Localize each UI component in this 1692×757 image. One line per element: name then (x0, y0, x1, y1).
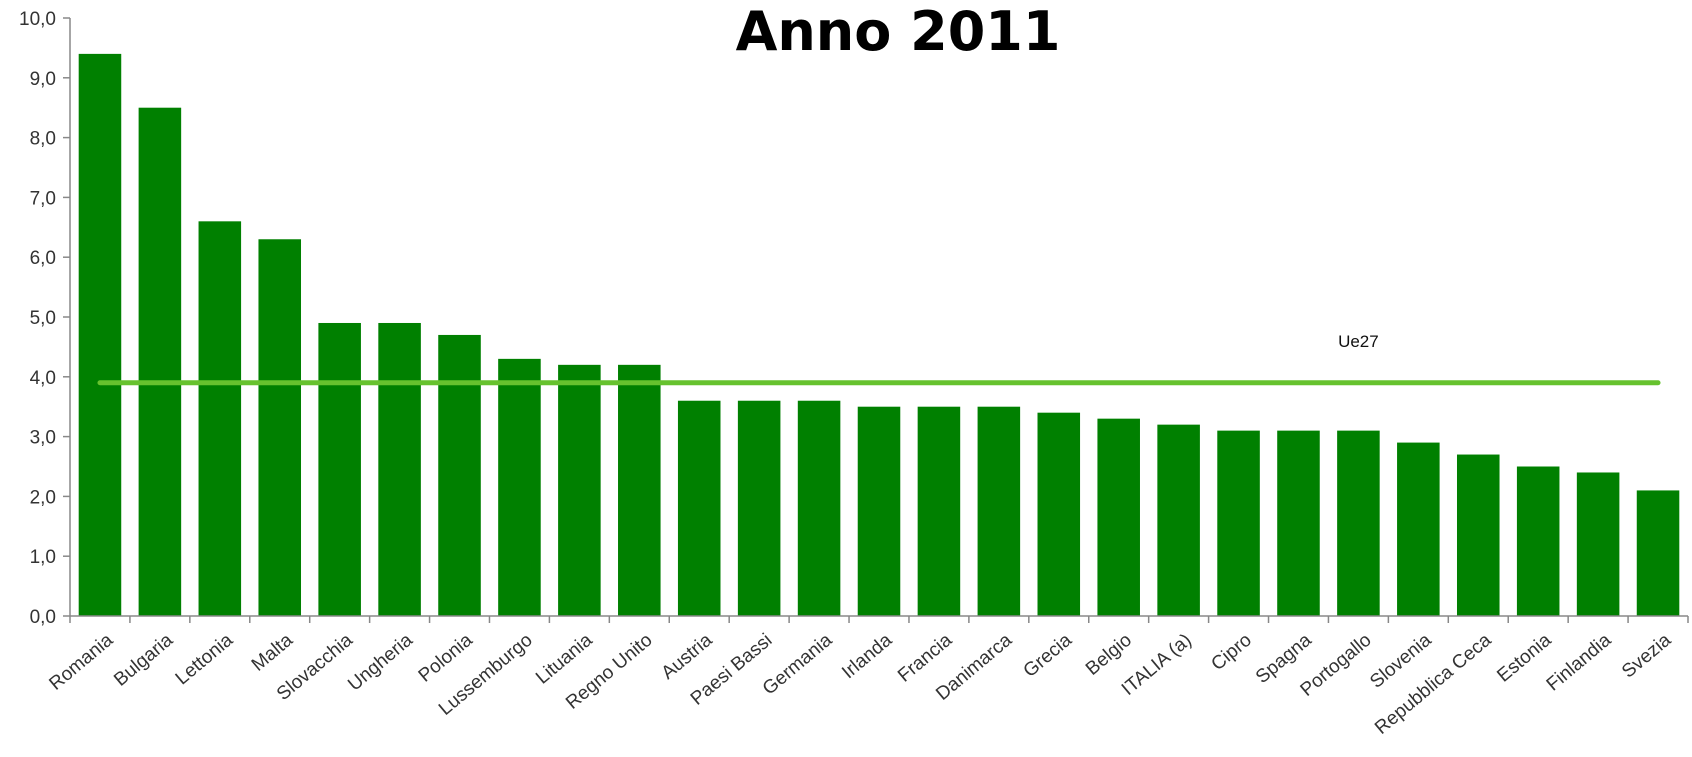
x-tick-label: Bulgaria (110, 629, 177, 690)
chart-title: Anno 2011 (736, 0, 1061, 63)
bar (1097, 418, 1140, 616)
y-tick-label: 8,0 (30, 129, 56, 150)
reference-line-group: Ue27 (97, 332, 1661, 386)
bar (558, 364, 601, 616)
bar (1217, 430, 1260, 616)
x-tick-label: Grecia (1020, 629, 1077, 681)
y-tick-label: 9,0 (30, 69, 56, 90)
x-tick-label: Irlanda (838, 629, 896, 683)
bar (1277, 430, 1320, 616)
bar (1456, 454, 1500, 616)
bar (78, 53, 122, 616)
bar (318, 322, 361, 616)
bar (677, 400, 721, 616)
y-tick-label: 10,0 (19, 9, 56, 30)
x-tick-label: Svezia (1618, 629, 1676, 682)
y-tick-label: 6,0 (30, 248, 56, 269)
bar (1337, 430, 1380, 616)
bar (1516, 466, 1560, 616)
y-tick-label: 0,0 (30, 607, 56, 628)
y-tick-label: 1,0 (30, 547, 56, 568)
x-tick-label: Belgio (1082, 630, 1136, 680)
x-tick-label: Finlandia (1543, 629, 1616, 695)
y-tick-label: 2,0 (30, 487, 56, 508)
y-axis: 0,0 1,0 2,0 3,0 4,0 5,0 6,0 7,0 8,0 9,0 10,0 (19, 9, 71, 628)
x-tick-label: Lettonia (172, 629, 238, 689)
x-tick-label: Ungheria (344, 629, 417, 695)
x-tick-label: Cipro (1207, 630, 1255, 675)
x-tick-label: Romania (45, 629, 117, 694)
y-tick-label: 7,0 (30, 188, 56, 209)
bar (618, 364, 661, 616)
bars-group (78, 53, 1680, 616)
bar (438, 334, 481, 616)
y-tick-label: 4,0 (30, 368, 56, 389)
bar (1157, 424, 1200, 616)
bar (857, 406, 901, 616)
x-tick-label: Malta (248, 629, 297, 675)
bar (917, 406, 961, 616)
y-tick-label: 5,0 (30, 308, 56, 329)
reference-line-label: Ue27 (1338, 332, 1379, 351)
bar (198, 221, 242, 616)
bar (258, 239, 302, 616)
bar (1037, 412, 1081, 616)
bar (977, 406, 1021, 616)
bar (797, 400, 841, 616)
bar (378, 322, 421, 616)
bar (737, 400, 781, 616)
bar (1397, 442, 1440, 616)
bar (1636, 490, 1680, 616)
bar (498, 358, 541, 616)
bar (138, 107, 182, 616)
bar (1576, 472, 1620, 616)
y-tick-label: 3,0 (30, 428, 56, 449)
